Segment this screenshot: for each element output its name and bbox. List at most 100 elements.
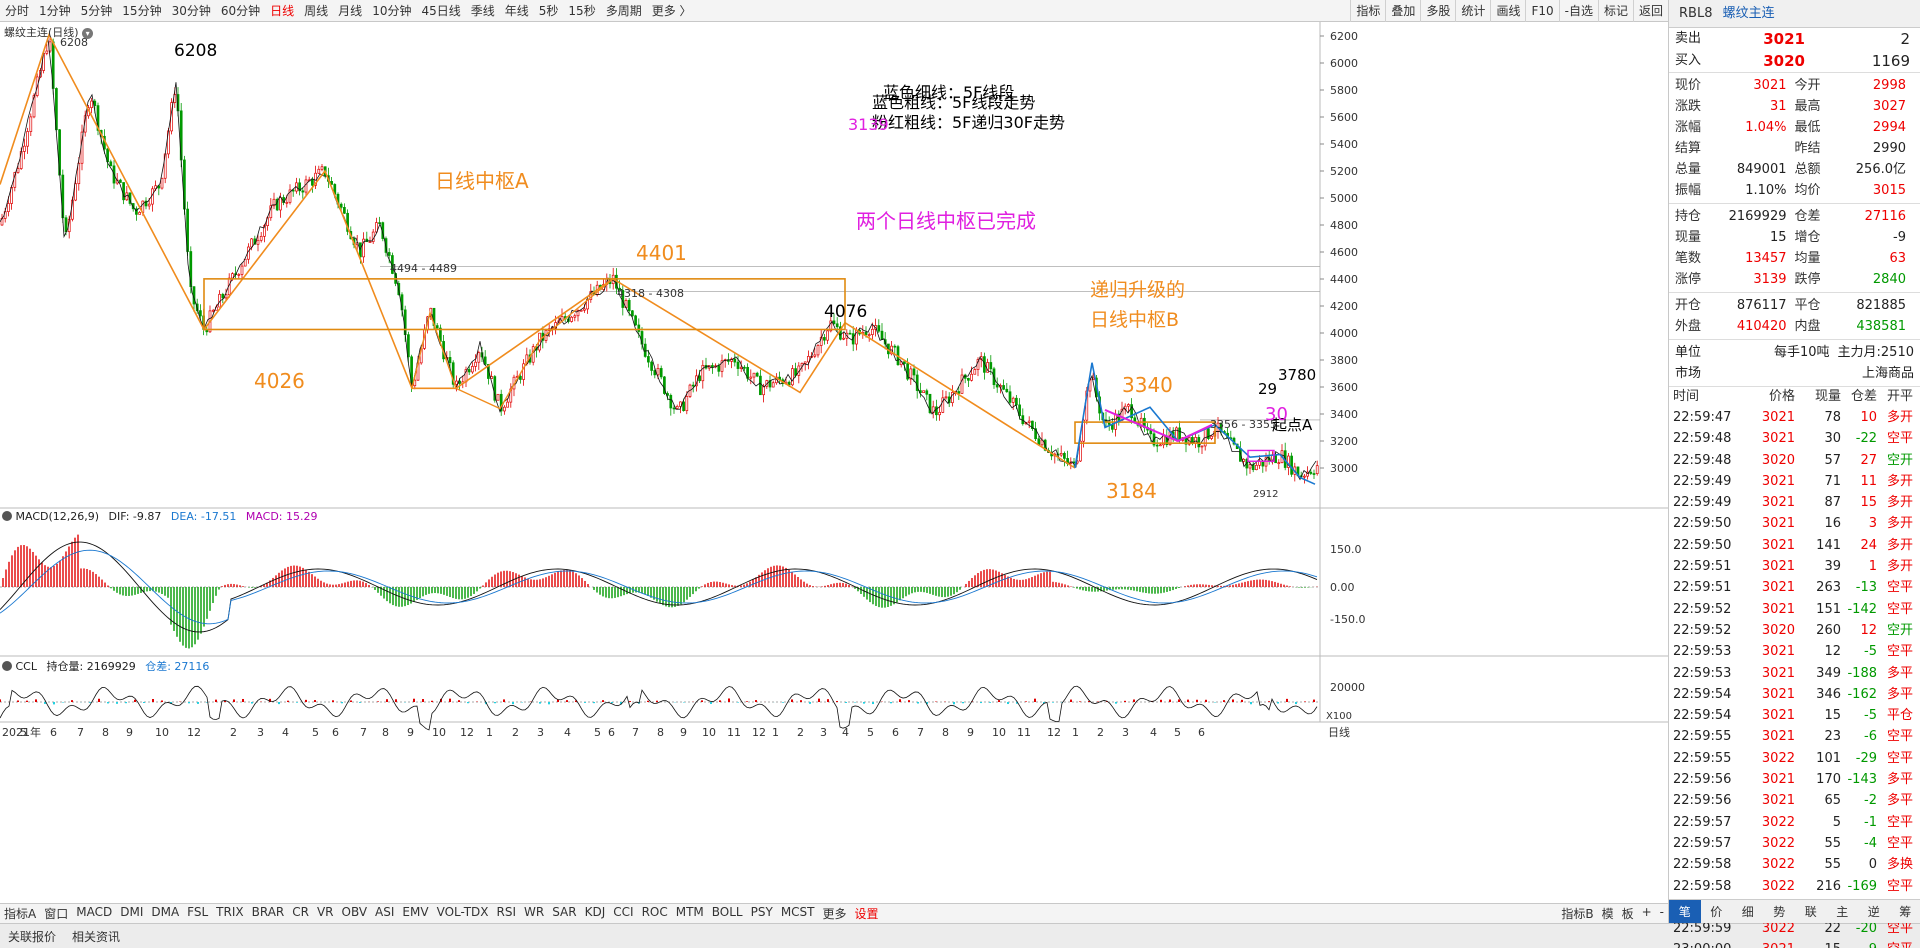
trade-row[interactable]: 22:59:55 3021 23 -6 空平	[1669, 726, 1920, 747]
trade-row[interactable]: 22:59:56 3021 170 -143 多平	[1669, 769, 1920, 790]
toolbar-btn-5[interactable]: F10	[1525, 0, 1558, 22]
indicator-tab-20[interactable]: MTM	[675, 905, 704, 919]
trade-table[interactable]: 22:59:47 3021 78 10 多开 22:59:48 3021 30 -22 空平 22:…	[1669, 407, 1920, 948]
toolbar-btn-8[interactable]: 返回	[1632, 0, 1668, 22]
timeframe-0[interactable]: 分时	[5, 3, 30, 18]
indicator-tab-25[interactable]: 设置	[854, 907, 879, 921]
trade-row[interactable]: 22:59:53 3021 349 -188 多平	[1669, 663, 1920, 684]
trade-row[interactable]: 22:59:52 3020 260 12 空开	[1669, 620, 1920, 641]
panel-tab-7[interactable]: 筹	[1899, 905, 1912, 919]
indicator-right-2[interactable]: 板	[1621, 907, 1634, 921]
trade-row[interactable]: 22:59:49 3021 71 11 多开	[1669, 471, 1920, 492]
trade-row[interactable]: 23:00:00302115-9空平	[1669, 939, 1920, 948]
trade-row[interactable]: 22:59:57 3022 55 -4 空平	[1669, 833, 1920, 854]
indicator-right-1[interactable]: 模	[1601, 907, 1614, 921]
timeframe-8[interactable]: 月线	[338, 3, 363, 18]
indicator-tab-16[interactable]: SAR	[552, 905, 577, 919]
indicator-tab-1[interactable]: 窗口	[44, 907, 69, 921]
stat-label: 总量	[1675, 162, 1702, 177]
indicator-tab-14[interactable]: RSI	[496, 905, 517, 919]
dropdown-icon[interactable]: ▾	[82, 28, 94, 39]
timeframe-6[interactable]: 日线	[270, 3, 295, 18]
trade-row[interactable]: 22:59:58 3022 216 -169 空平	[1669, 876, 1920, 897]
trade-row[interactable]: 22:59:50 3021 141 24 多开	[1669, 535, 1920, 556]
timeframe-5[interactable]: 60分钟	[220, 3, 261, 18]
kline-chart[interactable]: 6200600058005600540052005000480046004400…	[0, 22, 1668, 903]
trade-row[interactable]: 22:59:59 3022 22 -20 空平	[1669, 918, 1920, 939]
trade-row[interactable]: 22:59:56 3021 65 -2 多平	[1669, 790, 1920, 811]
timeframe-7[interactable]: 周线	[304, 3, 329, 18]
indicator-tab-0[interactable]: 指标A	[4, 907, 37, 921]
trade-row[interactable]: 22:59:58 3022 55 0 多换	[1669, 854, 1920, 875]
chart-area[interactable]: 6200 6000 5800 5600 5400 5200 5000 4800 4600 4400…	[0, 22, 1668, 908]
panel-tab-6[interactable]: 逆	[1867, 905, 1880, 919]
timeframe-12[interactable]: 年线	[504, 3, 529, 18]
trade-row[interactable]: 22:59:52 3021 151 -142 空平	[1669, 599, 1920, 620]
indicator-tab-2[interactable]: MACD	[76, 905, 113, 919]
indicator-tab-7[interactable]: BRAR	[251, 905, 285, 919]
panel-tab-4[interactable]: 联	[1804, 905, 1817, 919]
timeframe-2[interactable]: 5分钟	[80, 3, 113, 18]
indicator-tab-23[interactable]: MCST	[780, 905, 815, 919]
toolbar-btn-2[interactable]: 多股	[1420, 0, 1455, 22]
timeframe-10[interactable]: 45日线	[421, 3, 461, 18]
timeframe-14[interactable]: 15秒	[568, 3, 596, 18]
timeframe-1[interactable]: 1分钟	[39, 3, 71, 18]
trade-row[interactable]: 22:59:51 3021 263 -13 空平	[1669, 577, 1920, 598]
toolbar-btn-3[interactable]: 统计	[1455, 0, 1490, 22]
toolbar-btn-1[interactable]: 叠加	[1385, 0, 1420, 22]
indicator-right-3[interactable]: +	[1641, 905, 1652, 919]
timeframe-3[interactable]: 15分钟	[122, 3, 162, 18]
indicator-tab-19[interactable]: ROC	[641, 905, 668, 919]
trade-row[interactable]: 22:59:51 3021 39 1 多开	[1669, 556, 1920, 577]
indicator-tab-15[interactable]: WR	[524, 905, 545, 919]
trade-row[interactable]: 22:59:53 3021 12 -5 空平	[1669, 641, 1920, 662]
status-related-news[interactable]: 相关资讯	[72, 929, 121, 944]
indicator-tab-21[interactable]: BOLL	[711, 905, 743, 919]
trade-row[interactable]: 22:59:54 3021 346 -162 多平	[1669, 684, 1920, 705]
panel-tab-3[interactable]: 势	[1773, 905, 1786, 919]
trade-row[interactable]: 22:59:49 3021 87 15 多开	[1669, 492, 1920, 513]
indicator-tab-13[interactable]: VOL-TDX	[436, 905, 489, 919]
trade-row[interactable]: 22:59:57 3022 5 -1 空平	[1669, 812, 1920, 833]
trade-row[interactable]: 22:59:47 3021 78 10 多开	[1669, 407, 1920, 428]
trade-row[interactable]: 22:59:48 3020 57 27 空开	[1669, 450, 1920, 471]
indicator-tab-24[interactable]: 更多	[822, 907, 847, 921]
timeframe-16[interactable]: 更多 〉	[651, 3, 692, 18]
macd-collapse-icon[interactable]	[2, 511, 12, 521]
toolbar-btn-6[interactable]: -自选	[1558, 0, 1598, 22]
timeframe-9[interactable]: 10分钟	[372, 3, 412, 18]
indicator-tab-6[interactable]: TRIX	[216, 905, 244, 919]
indicator-right-4[interactable]: -	[1659, 905, 1664, 919]
indicator-tab-3[interactable]: DMI	[120, 905, 144, 919]
indicator-tab-4[interactable]: DMA	[151, 905, 180, 919]
trade-row[interactable]: 22:59:50 3021 16 3 多开	[1669, 513, 1920, 534]
timeframe-11[interactable]: 季线	[470, 3, 495, 18]
indicator-tab-8[interactable]: CR	[292, 905, 309, 919]
indicator-tab-18[interactable]: CCI	[613, 905, 634, 919]
trade-row[interactable]: 22:59:55 3022 101 -29 空平	[1669, 748, 1920, 769]
status-related-quote[interactable]: 关联报价	[8, 929, 57, 944]
indicator-tab-5[interactable]: FSL	[187, 905, 209, 919]
ccl-collapse-icon[interactable]	[2, 661, 12, 671]
toolbar-btn-4[interactable]: 画线	[1490, 0, 1525, 22]
indicator-tab-9[interactable]: VR	[316, 905, 334, 919]
panel-tab-2[interactable]: 细	[1741, 905, 1754, 919]
toolbar-btn-0[interactable]: 指标	[1350, 0, 1385, 22]
timeframe-4[interactable]: 30分钟	[171, 3, 211, 18]
indicator-tab-10[interactable]: OBV	[341, 905, 368, 919]
panel-tab-1[interactable]: 价	[1710, 905, 1723, 919]
trade-row[interactable]: 22:59:48 3021 30 -22 空平	[1669, 428, 1920, 449]
trade-row[interactable]: 22:59:54 3021 15 -5 平仓	[1669, 705, 1920, 726]
panel-tab-5[interactable]: 主	[1836, 905, 1849, 919]
panel-tab-0[interactable]: 笔	[1669, 900, 1701, 923]
indicator-right-0[interactable]: 指标B	[1561, 907, 1594, 921]
indicator-tab-12[interactable]: EMV	[402, 905, 429, 919]
timeframe-15[interactable]: 多周期	[605, 3, 642, 18]
indicator-tab-22[interactable]: PSY	[750, 905, 773, 919]
indicator-tab-11[interactable]: ASI	[375, 905, 395, 919]
toolbar-btn-7[interactable]: 标记	[1597, 0, 1633, 22]
range-label-1: 4494 - 4489	[390, 262, 457, 275]
indicator-tab-17[interactable]: KDJ	[584, 905, 606, 919]
timeframe-13[interactable]: 5秒	[538, 3, 559, 18]
